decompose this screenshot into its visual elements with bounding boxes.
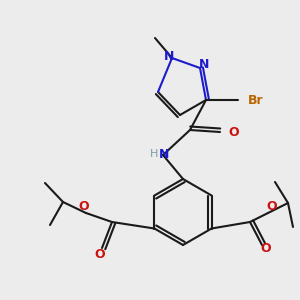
Text: N: N	[159, 148, 169, 160]
Text: H: H	[150, 149, 158, 159]
Text: O: O	[79, 200, 89, 214]
Text: O: O	[261, 242, 271, 256]
Text: O: O	[228, 125, 238, 139]
Text: N: N	[164, 50, 174, 62]
Text: N: N	[199, 58, 209, 71]
Text: O: O	[267, 200, 277, 214]
Text: Br: Br	[248, 94, 264, 106]
Text: O: O	[95, 248, 105, 260]
